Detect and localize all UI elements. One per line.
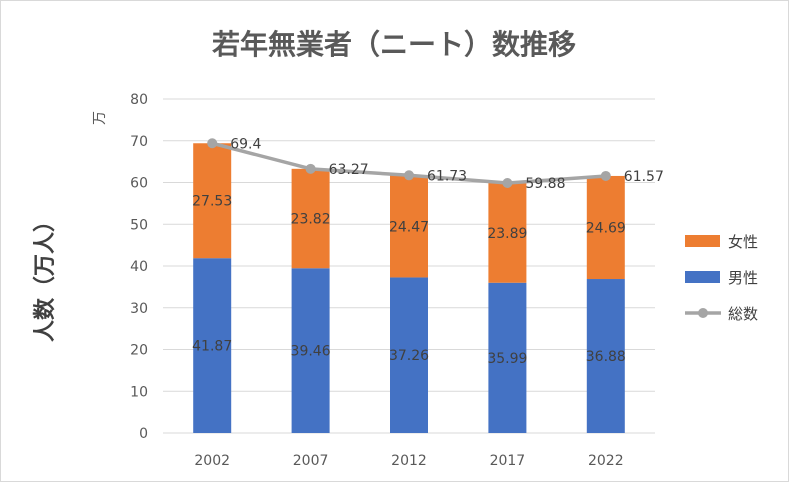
legend-label: 男性	[728, 269, 758, 287]
data-labels-group: 41.87 27.53 39.46 23.82 37.26 24.47 35.99 23.89…	[192, 136, 664, 367]
bar-male	[193, 258, 232, 433]
total-line-group	[207, 138, 611, 189]
unit-label: 万	[92, 111, 108, 125]
x-tick-label: 2017	[490, 453, 526, 469]
legend-swatch	[685, 271, 720, 283]
bars-group	[193, 143, 625, 433]
data-label-total: 59.88	[525, 176, 565, 192]
total-point	[207, 138, 218, 149]
bar-male	[586, 279, 625, 433]
legend-swatch	[685, 235, 720, 247]
bar-male	[488, 282, 527, 433]
legend-label: 女性	[728, 233, 758, 251]
data-label-male: 35.99	[487, 351, 527, 367]
bar-male	[390, 277, 428, 433]
bar-female	[390, 175, 428, 278]
data-label-total: 61.57	[624, 169, 664, 185]
data-label-male: 39.46	[291, 344, 331, 360]
x-tick-label: 2022	[588, 453, 624, 469]
bar-male	[291, 268, 330, 433]
data-label-female: 24.69	[586, 220, 626, 236]
bar-female	[193, 143, 232, 259]
y-tick-label: 80	[130, 92, 148, 108]
y-tick-label: 50	[130, 217, 148, 233]
bar-female	[291, 168, 330, 269]
data-label-female: 23.89	[487, 226, 527, 242]
y-tick-label: 20	[130, 343, 148, 359]
y-tick-label: 0	[139, 426, 148, 442]
y-tick-label: 30	[130, 301, 148, 317]
data-label-female: 24.47	[389, 219, 429, 235]
data-label-female: 27.53	[192, 194, 232, 210]
x-tick-label: 2002	[194, 453, 230, 469]
data-label-female: 23.82	[291, 212, 331, 228]
data-label-male: 36.88	[586, 349, 626, 365]
legend-marker	[698, 308, 708, 318]
data-label-total: 63.27	[329, 162, 369, 178]
y-tick-label: 60	[130, 176, 148, 192]
x-tick-label: 2007	[293, 453, 329, 469]
data-label-male: 41.87	[192, 339, 232, 355]
total-point	[404, 170, 414, 181]
y-axis-label: 人数（万人）	[32, 210, 58, 342]
y-tick-label: 40	[130, 259, 148, 275]
axis-ticks-group: 0 10 20 30 40 50 60 70 80 2002 2007 2012 2017 2022	[130, 92, 623, 469]
legend-label: 総数	[728, 305, 758, 323]
chart-title: 若年無業者（ニート）数推移	[212, 28, 576, 61]
total-point	[502, 178, 513, 189]
x-tick-label: 2012	[391, 453, 427, 469]
data-label-total: 61.73	[427, 168, 467, 184]
data-label-male: 37.26	[389, 348, 429, 364]
data-label-total: 69.4	[230, 136, 261, 152]
y-tick-label: 10	[130, 384, 148, 400]
bar-female	[488, 183, 527, 283]
total-point	[600, 170, 611, 181]
y-tick-label: 70	[130, 134, 148, 150]
total-point	[305, 163, 316, 174]
bar-female	[586, 175, 625, 280]
